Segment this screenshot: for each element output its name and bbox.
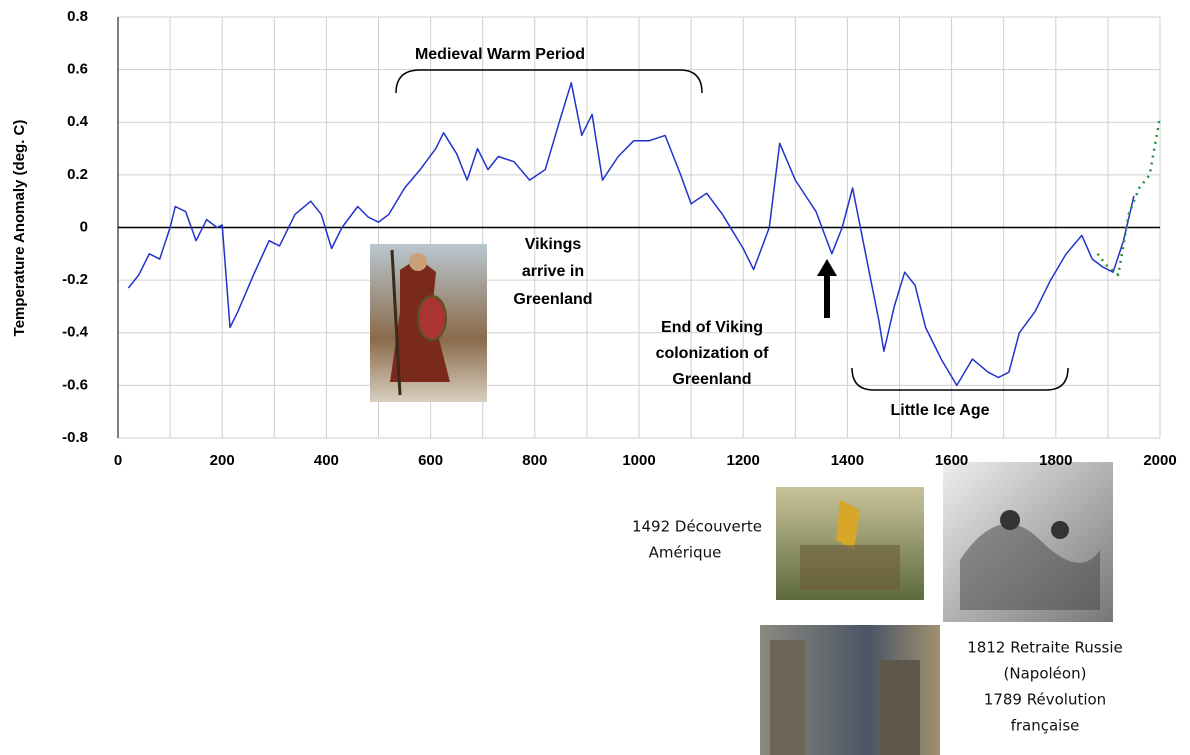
x-tick-label: 800 [522, 452, 547, 469]
x-tick-label: 1400 [831, 452, 864, 469]
caption: 1812 Retraite Russie [967, 639, 1123, 657]
x-tick-label: 600 [418, 452, 443, 469]
y-tick-label: 0.6 [67, 61, 88, 78]
data-line [1096, 116, 1162, 277]
y-tick-label: 0.8 [67, 8, 88, 25]
data-line [127, 82, 1135, 387]
x-tick-label: 1000 [622, 452, 655, 469]
annotation: arrive in [522, 263, 584, 280]
caption: (Napoléon) [1004, 665, 1087, 683]
caption: 1492 Découverte [632, 518, 762, 536]
y-tick-label: -0.6 [62, 376, 88, 393]
annotation: Little Ice Age [891, 402, 990, 419]
annotation: colonization of [656, 345, 770, 362]
annotation: Greenland [672, 371, 751, 388]
y-tick-label: 0.4 [67, 113, 89, 130]
y-tick-label: -0.4 [62, 324, 89, 341]
x-tick-label: 200 [210, 452, 235, 469]
x-tick-label: 400 [314, 452, 339, 469]
x-tick-label: 1600 [935, 452, 968, 469]
columbus-picture [776, 487, 924, 600]
caption: 1789 Révolution [984, 691, 1106, 709]
annotation: Vikings [525, 236, 582, 253]
y-tick-label: 0 [80, 218, 88, 235]
bracket [395, 69, 703, 94]
x-tick-label: 2000 [1143, 452, 1176, 469]
bracket [851, 367, 1069, 391]
bastille-picture [760, 625, 940, 755]
x-tick-label: 1200 [727, 452, 760, 469]
annotation: Medieval Warm Period [415, 46, 585, 63]
viking-picture [370, 244, 487, 402]
annotation: End of Viking [661, 319, 763, 336]
napoleon-picture [943, 462, 1113, 622]
x-tick-label: 0 [114, 452, 122, 469]
y-axis-label: Temperature Anomaly (deg. C) [11, 120, 28, 337]
x-tick-label: 1800 [1039, 452, 1072, 469]
y-tick-label: -0.2 [62, 271, 88, 288]
y-tick-label: -0.8 [62, 429, 88, 446]
y-tick-label: 0.2 [67, 166, 88, 183]
arrow [817, 259, 837, 318]
caption: française [1011, 717, 1080, 735]
annotation: Greenland [513, 291, 592, 308]
caption: Amérique [649, 544, 722, 562]
